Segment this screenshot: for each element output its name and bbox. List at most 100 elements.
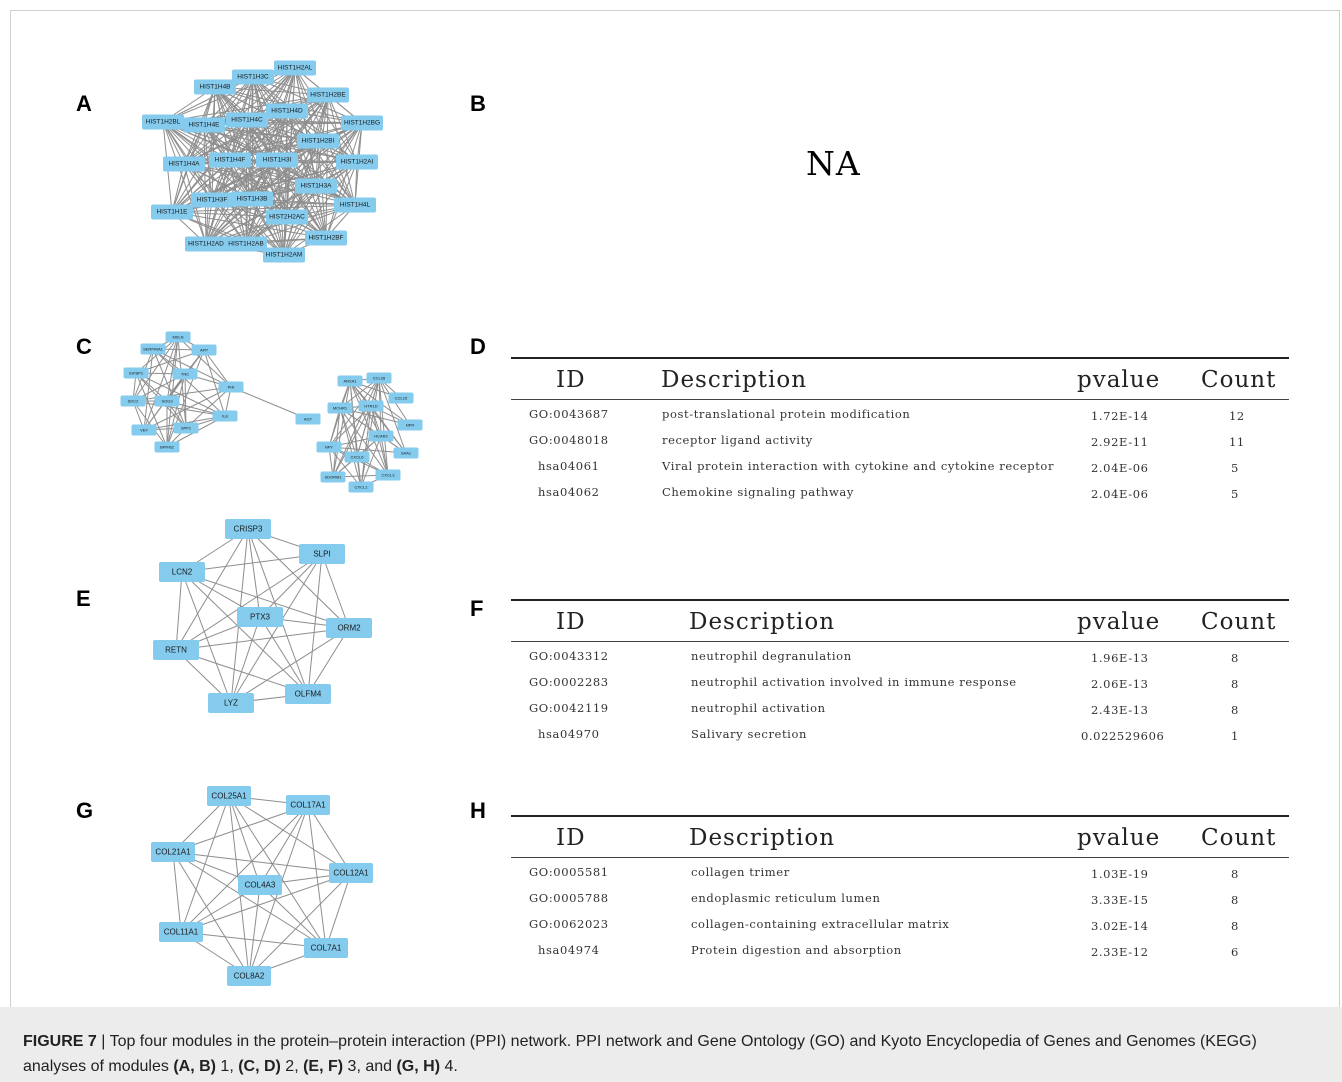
node-label: MSLN bbox=[172, 335, 183, 340]
network-node: COL4A3 bbox=[238, 875, 282, 895]
node-label: SDC2 bbox=[128, 399, 139, 404]
panel-label-c: C bbox=[76, 334, 92, 359]
network-edge bbox=[259, 804, 309, 886]
caption-ref-cd: (C, D) bbox=[238, 1058, 281, 1075]
node-label: HIST1H3A bbox=[300, 183, 332, 190]
node-label: LCN2 bbox=[172, 568, 193, 577]
table-h: ID Description pvalue Count GO:0005581 collag… bbox=[511, 815, 1289, 965]
cell-count: 8 bbox=[1231, 703, 1239, 717]
caption-ref-ab: (A, B) bbox=[173, 1058, 216, 1075]
network-edge bbox=[180, 931, 327, 949]
network-node: CCL15 bbox=[388, 392, 414, 404]
cell-pvalue: 3.33E-15 bbox=[1091, 893, 1149, 907]
node-label: COL25A1 bbox=[211, 792, 247, 801]
cell-id: GO:0043312 bbox=[529, 649, 609, 663]
node-label: NPY bbox=[325, 445, 334, 450]
network-edge bbox=[177, 336, 187, 429]
table-top-rule bbox=[511, 599, 1289, 601]
network-node: IL8 bbox=[212, 410, 238, 422]
node-label: SAA1 bbox=[401, 451, 412, 456]
node-label: HIST1H2AB bbox=[228, 241, 263, 248]
network-edge bbox=[307, 804, 327, 949]
node-label: HIST1H2BF bbox=[308, 235, 343, 242]
table-header-description: Description bbox=[661, 367, 808, 393]
panel-label-d: D bbox=[470, 334, 486, 359]
cell-id: hsa04061 bbox=[538, 459, 600, 473]
cell-description: collagen trimer bbox=[691, 865, 790, 879]
network-node: ORM2 bbox=[326, 618, 372, 638]
node-label: HIST1H4C bbox=[231, 117, 263, 124]
network-edge bbox=[378, 377, 407, 454]
cell-pvalue: 2.33E-12 bbox=[1091, 945, 1149, 959]
network-edge bbox=[175, 627, 350, 651]
node-label: HIST1H2AI bbox=[341, 159, 374, 166]
network-node: CRISP3 bbox=[225, 519, 271, 539]
network-edge bbox=[132, 386, 232, 402]
node-label: IGFBP1 bbox=[129, 371, 144, 376]
network-node: TNC bbox=[172, 368, 198, 380]
table-header-count: Count bbox=[1201, 367, 1277, 393]
network-node: HIST1H4L bbox=[334, 197, 376, 213]
network-a: HIST1H2AL HIST1H3C HIST1H4B HIST1H2BE HIST1H… bbox=[0, 0, 420, 280]
node-label: SOG3 bbox=[161, 399, 173, 404]
node-label: SDORM1 bbox=[324, 475, 342, 480]
node-label: HIST1H3C bbox=[237, 74, 269, 81]
network-edge bbox=[143, 336, 179, 431]
network-edge bbox=[135, 372, 168, 448]
node-label: PHI bbox=[228, 385, 235, 390]
network-edge bbox=[180, 804, 309, 933]
caption-sep: | bbox=[96, 1033, 110, 1050]
node-label: LYZ bbox=[224, 699, 238, 708]
network-edge bbox=[143, 386, 232, 431]
panel-b-na-text: NA bbox=[806, 144, 861, 183]
network-node: CXCL6 bbox=[344, 451, 370, 463]
network-edge bbox=[172, 851, 327, 949]
network-edge bbox=[321, 553, 350, 629]
node-label: NPR bbox=[406, 423, 415, 428]
network-node: SPP1 bbox=[173, 422, 199, 434]
panel-label-e: E bbox=[76, 586, 91, 611]
node-label: COL7A1 bbox=[311, 944, 342, 953]
network-edge bbox=[183, 163, 317, 187]
cell-count: 5 bbox=[1231, 461, 1239, 475]
network-edge bbox=[276, 159, 327, 239]
cell-count: 12 bbox=[1229, 409, 1245, 423]
node-label: HTR1D bbox=[364, 404, 377, 409]
network-node: OLFM4 bbox=[285, 684, 331, 704]
network-edge bbox=[229, 159, 327, 239]
caption-label: FIGURE 7 bbox=[23, 1033, 97, 1050]
network-node: SERPINA1 bbox=[140, 343, 166, 355]
network-edge bbox=[259, 884, 327, 949]
network-node: HIST1H2AM bbox=[263, 247, 305, 263]
node-label: CRISP3 bbox=[234, 525, 263, 534]
cell-description: collagen-containing extracellular matrix bbox=[691, 917, 950, 931]
network-node: HTR1D bbox=[358, 400, 384, 412]
cell-description: Viral protein interaction with cytokine … bbox=[662, 459, 1055, 473]
table-header-pvalue: pvalue bbox=[1077, 825, 1161, 851]
network-edge bbox=[325, 122, 363, 239]
network-edge bbox=[259, 553, 323, 618]
cell-pvalue: 1.03E-19 bbox=[1091, 867, 1149, 881]
node-label: TNC bbox=[181, 372, 189, 377]
network-node: APP bbox=[191, 344, 217, 356]
network-edge bbox=[184, 373, 187, 429]
network-edge bbox=[132, 336, 179, 402]
table-header-description: Description bbox=[689, 825, 836, 851]
network-edge bbox=[175, 571, 183, 651]
cell-description: Salivary secretion bbox=[691, 727, 807, 741]
cell-pvalue: 0.022529606 bbox=[1081, 729, 1165, 743]
node-label: HIST1H2BE bbox=[310, 92, 346, 99]
network-node: PTX3 bbox=[237, 607, 283, 627]
network-edge bbox=[325, 872, 352, 949]
network-node: HIST1H2AD bbox=[185, 236, 227, 252]
node-label: CXCL6 bbox=[351, 455, 365, 460]
network-edge bbox=[171, 159, 278, 213]
network-c: MSLN SERPINA1 APP IGFBP1 TNC PHI SDC2 SOG3 IL8 VE… bbox=[0, 0, 440, 500]
caption-num-1: 1, bbox=[215, 1058, 239, 1075]
cell-count: 5 bbox=[1231, 487, 1239, 501]
network-node: HIST1H4E bbox=[183, 117, 225, 133]
network-edge bbox=[328, 407, 341, 448]
cell-id: hsa04970 bbox=[538, 727, 600, 741]
network-node: COL17A1 bbox=[286, 795, 330, 815]
cell-id: GO:0005788 bbox=[529, 891, 609, 905]
